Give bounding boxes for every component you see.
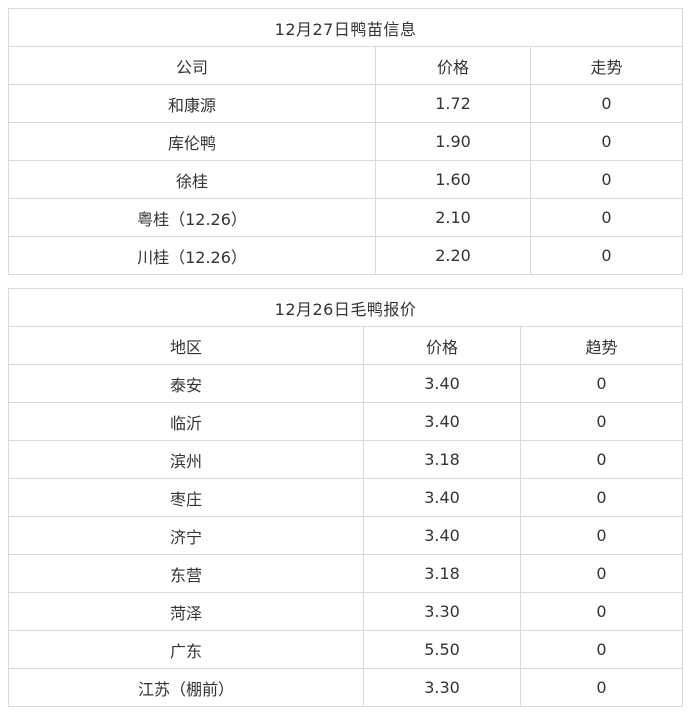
table-row: 徐桂 1.60 0 <box>8 160 684 199</box>
table-title-row: 12月26日毛鸭报价 <box>7 288 684 327</box>
price-cell: 3.18 <box>363 440 521 479</box>
trend-cell: 0 <box>519 440 684 479</box>
table-row: 临沂 3.40 0 <box>8 402 684 441</box>
trend-cell: 0 <box>529 236 684 275</box>
region-cell: 东营 <box>8 554 364 593</box>
price-cell: 1.72 <box>375 84 531 123</box>
region-cell: 广东 <box>8 630 364 669</box>
price-cell: 2.10 <box>375 198 531 237</box>
price-cell: 3.40 <box>363 478 521 517</box>
header-price: 价格 <box>363 326 521 365</box>
trend-cell: 0 <box>529 84 684 123</box>
table-title: 12月26日毛鸭报价 <box>7 288 684 327</box>
region-cell: 滨州 <box>8 440 364 479</box>
region-cell: 江苏（棚前） <box>8 668 364 707</box>
table-row: 济宁 3.40 0 <box>8 516 684 555</box>
trend-cell: 0 <box>519 364 684 403</box>
trend-cell: 0 <box>529 160 684 199</box>
company-cell: 徐桂 <box>8 160 376 199</box>
company-cell: 和康源 <box>8 84 376 123</box>
region-cell: 枣庄 <box>8 478 364 517</box>
table-row: 滨州 3.18 0 <box>8 440 684 479</box>
company-cell: 库伦鸭 <box>8 122 376 161</box>
header-trend: 走势 <box>529 46 684 85</box>
trend-cell: 0 <box>529 122 684 161</box>
table-row: 广东 5.50 0 <box>8 630 684 669</box>
table-row: 江苏（棚前） 3.30 0 <box>8 668 684 707</box>
header-price: 价格 <box>375 46 531 85</box>
trend-cell: 0 <box>519 668 684 707</box>
price-cell: 1.60 <box>375 160 531 199</box>
company-cell: 粤桂（12.26） <box>8 198 376 237</box>
table-row: 和康源 1.72 0 <box>8 84 684 123</box>
table-row: 川桂（12.26） 2.20 0 <box>8 236 684 275</box>
price-cell: 2.20 <box>375 236 531 275</box>
price-cell: 3.40 <box>363 402 521 441</box>
trend-cell: 0 <box>529 198 684 237</box>
trend-cell: 0 <box>519 592 684 631</box>
region-cell: 菏泽 <box>8 592 364 631</box>
price-cell: 1.90 <box>375 122 531 161</box>
price-cell: 3.40 <box>363 364 521 403</box>
table-row: 粤桂（12.26） 2.10 0 <box>8 198 684 237</box>
table-title: 12月27日鸭苗信息 <box>7 8 684 47</box>
table-body: 泰安 3.40 0 临沂 3.40 0 滨州 3.18 0 枣庄 3.40 0 济宁 3.40 0 东营 3.1… <box>8 364 684 707</box>
table-header-row: 公司 价格 走势 <box>8 46 684 85</box>
feathered-duck-quote-table: 12月26日毛鸭报价 地区 价格 趋势 泰安 3.40 0 临沂 3.40 0 滨州 3.18… <box>7 288 684 707</box>
price-cell: 3.30 <box>363 592 521 631</box>
table-row: 菏泽 3.30 0 <box>8 592 684 631</box>
trend-cell: 0 <box>519 630 684 669</box>
price-cell: 5.50 <box>363 630 521 669</box>
price-cell: 3.30 <box>363 668 521 707</box>
price-cell: 3.40 <box>363 516 521 555</box>
trend-cell: 0 <box>519 478 684 517</box>
table-body: 和康源 1.72 0 库伦鸭 1.90 0 徐桂 1.60 0 粤桂（12.26） 2.10 0 川桂（… <box>8 84 684 275</box>
region-cell: 济宁 <box>8 516 364 555</box>
trend-cell: 0 <box>519 554 684 593</box>
table-row: 库伦鸭 1.90 0 <box>8 122 684 161</box>
header-region: 地区 <box>8 326 364 365</box>
price-cell: 3.18 <box>363 554 521 593</box>
duckling-info-table: 12月27日鸭苗信息 公司 价格 走势 和康源 1.72 0 库伦鸭 1.90 0 徐桂 1.… <box>7 8 684 275</box>
table-row: 枣庄 3.40 0 <box>8 478 684 517</box>
trend-cell: 0 <box>519 516 684 555</box>
table-row: 东营 3.18 0 <box>8 554 684 593</box>
region-cell: 泰安 <box>8 364 364 403</box>
table-title-row: 12月27日鸭苗信息 <box>7 8 684 47</box>
table-row: 泰安 3.40 0 <box>8 364 684 403</box>
header-company: 公司 <box>8 46 376 85</box>
table-header-row: 地区 价格 趋势 <box>8 326 684 365</box>
company-cell: 川桂（12.26） <box>8 236 376 275</box>
trend-cell: 0 <box>519 402 684 441</box>
header-trend: 趋势 <box>519 326 684 365</box>
region-cell: 临沂 <box>8 402 364 441</box>
